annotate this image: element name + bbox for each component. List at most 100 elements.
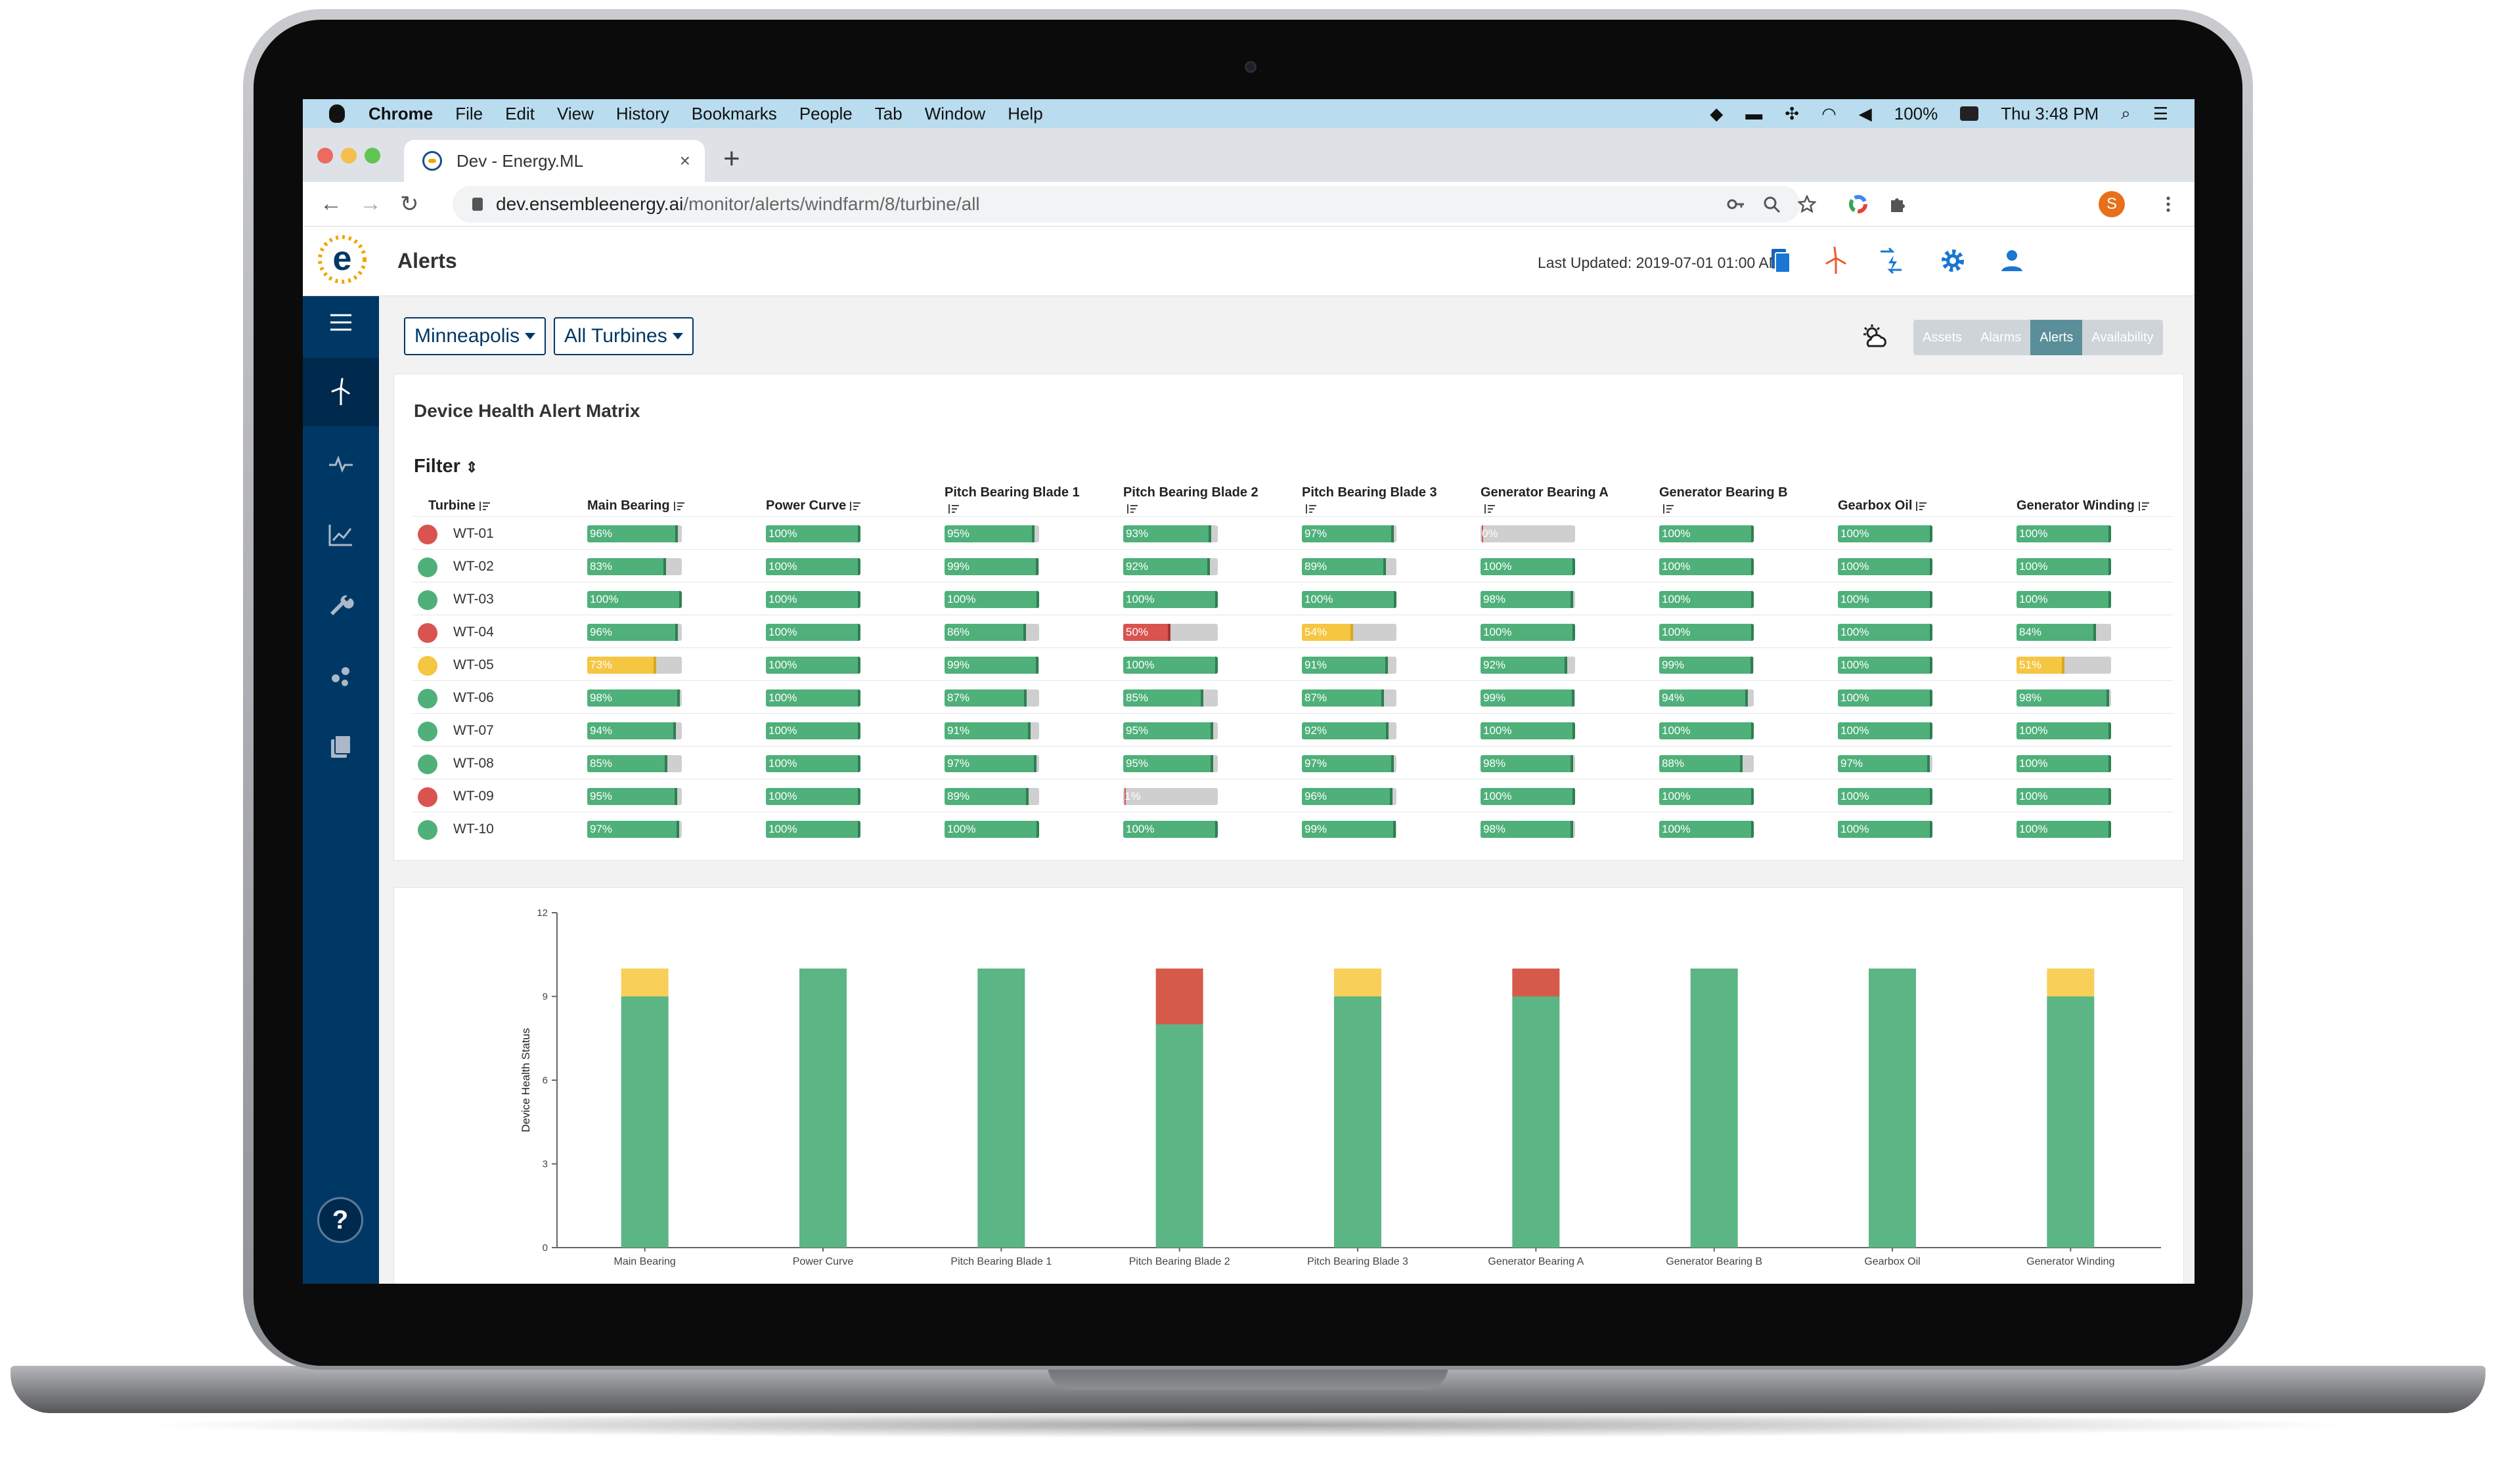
health-bar[interactable]: 98% [1481, 821, 1575, 838]
health-bar[interactable]: 100% [2017, 821, 2111, 838]
health-bar[interactable]: 100% [1838, 657, 1932, 674]
vpn-icon[interactable]: ✣ [1785, 103, 1800, 123]
new-tab-button[interactable]: + [723, 142, 740, 175]
table-row[interactable]: WT-08 85% 100% 97% 95% 97% 98% 88% 97% 100% [412, 746, 2173, 779]
health-bar[interactable]: 100% [2017, 755, 2111, 772]
health-bar[interactable]: 100% [587, 591, 682, 608]
health-bar[interactable]: 1% [1123, 788, 1218, 805]
filter-toggle[interactable]: Filter ⇕ [414, 456, 478, 477]
turbine-dropdown[interactable]: All Turbines [554, 317, 694, 355]
reload-icon[interactable]: ↻ [400, 192, 419, 217]
menu-bookmarks[interactable]: Bookmarks [691, 103, 777, 123]
menu-view[interactable]: View [556, 103, 594, 123]
health-bar[interactable]: 92% [1481, 657, 1575, 674]
health-bar[interactable]: 97% [945, 755, 1039, 772]
table-row[interactable]: WT-04 96% 100% 86% 50% 54% 100% 100% 100% 84% [412, 615, 2173, 647]
health-bar[interactable]: 100% [1838, 821, 1932, 838]
health-bar[interactable]: 100% [766, 722, 860, 739]
health-bar[interactable]: 95% [945, 525, 1039, 542]
location-dropdown[interactable]: Minneapolis [404, 317, 546, 355]
health-bar[interactable]: 100% [1123, 591, 1218, 608]
spotlight-icon[interactable]: ⌕ [2121, 103, 2131, 123]
health-bar[interactable]: 100% [1838, 624, 1932, 641]
column-header[interactable]: Pitch Bearing Blade 3 [1302, 485, 1466, 516]
column-header[interactable]: Generator Winding [2017, 498, 2181, 513]
health-bar[interactable]: 86% [945, 624, 1039, 641]
health-bar[interactable]: 94% [1659, 689, 1754, 707]
health-bar[interactable]: 98% [1481, 755, 1575, 772]
menu-edit[interactable]: Edit [505, 103, 535, 123]
back-icon[interactable]: ← [320, 191, 342, 216]
documents-icon[interactable] [1766, 246, 1795, 275]
health-bar[interactable]: 100% [1838, 788, 1932, 805]
health-bar[interactable]: 95% [1123, 722, 1218, 739]
menu-people[interactable]: People [799, 103, 853, 123]
segment-alerts[interactable]: Alerts [2030, 320, 2083, 355]
wind-turbine-icon[interactable] [1821, 246, 1850, 275]
health-bar[interactable]: 100% [2017, 525, 2111, 542]
battery-icon[interactable] [1960, 106, 1979, 121]
health-bar[interactable]: 100% [2017, 788, 2111, 805]
menu-help[interactable]: Help [1008, 103, 1043, 123]
profile-avatar[interactable]: S [2099, 191, 2125, 217]
health-bar[interactable]: 96% [1302, 788, 1396, 805]
health-bar[interactable]: 97% [1302, 525, 1396, 542]
column-header[interactable]: Pitch Bearing Blade 2 [1123, 485, 1287, 516]
health-bar[interactable]: 100% [945, 591, 1039, 608]
health-bar[interactable]: 100% [1123, 821, 1218, 838]
health-bar[interactable]: 100% [1659, 788, 1754, 805]
health-bar[interactable]: 99% [1481, 689, 1575, 707]
window-minimize-icon[interactable] [341, 148, 357, 164]
sidebar-item-analytics-chart-icon[interactable] [321, 515, 361, 555]
table-row[interactable]: WT-02 83% 100% 99% 92% 89% 100% 100% 100% 100% [412, 549, 2173, 582]
table-row[interactable]: WT-03 100% 100% 100% 100% 100% 98% 100% 100% 100% [412, 582, 2173, 615]
column-header[interactable]: Generator Bearing B [1659, 485, 1823, 516]
table-row[interactable]: WT-06 98% 100% 87% 85% 87% 99% 94% 100% 98% [412, 680, 2173, 713]
health-bar[interactable]: 88% [1659, 755, 1754, 772]
key-icon[interactable] [1727, 195, 1745, 213]
health-bar[interactable]: 94% [587, 722, 682, 739]
health-bar[interactable]: 84% [2017, 624, 2111, 641]
table-row[interactable]: WT-05 73% 100% 99% 100% 91% 92% 99% 100% 51% [412, 647, 2173, 680]
column-header[interactable]: Main Bearing [587, 498, 751, 513]
window-zoom-icon[interactable] [365, 148, 380, 164]
docker-icon[interactable]: ▬ [1745, 103, 1763, 123]
apple-icon[interactable] [329, 104, 345, 123]
sidebar-item-reports-icon[interactable] [321, 727, 361, 766]
bookmark-star-icon[interactable] [1798, 195, 1816, 213]
menu-file[interactable]: File [455, 103, 483, 123]
table-row[interactable]: WT-10 97% 100% 100% 100% 99% 98% 100% 100% 100% [412, 812, 2173, 844]
health-bar[interactable]: 100% [766, 624, 860, 641]
window-close-icon[interactable] [317, 148, 333, 164]
help-button[interactable]: ? [317, 1197, 363, 1243]
health-bar[interactable]: 100% [1838, 591, 1932, 608]
health-bar[interactable]: 100% [2017, 558, 2111, 575]
notification-center-icon[interactable]: ☰ [2152, 103, 2168, 123]
health-bar[interactable]: 100% [766, 788, 860, 805]
settings-gear-icon[interactable] [1938, 246, 1967, 275]
health-bar[interactable]: 96% [587, 624, 682, 641]
zoom-icon[interactable] [1762, 195, 1781, 213]
volume-icon[interactable]: ◀ [1858, 103, 1872, 123]
health-bar[interactable]: 96% [587, 525, 682, 542]
user-account-icon[interactable] [1997, 246, 2026, 275]
health-bar[interactable]: 92% [1123, 558, 1218, 575]
health-bar[interactable]: 100% [2017, 591, 2111, 608]
health-bar[interactable]: 100% [1659, 722, 1754, 739]
forward-icon[interactable]: → [359, 191, 382, 216]
health-bar[interactable]: 100% [766, 821, 860, 838]
health-bar[interactable]: 0% [1481, 525, 1575, 542]
health-bar[interactable]: 99% [945, 657, 1039, 674]
health-bar[interactable]: 98% [587, 689, 682, 707]
health-bar[interactable]: 100% [1659, 821, 1754, 838]
health-bar[interactable]: 100% [2017, 722, 2111, 739]
health-bar[interactable]: 83% [587, 558, 682, 575]
clock[interactable]: Thu 3:48 PM [2001, 103, 2099, 123]
table-row[interactable]: WT-01 96% 100% 95% 93% 97% 0% 100% 100% 100% [412, 516, 2173, 549]
dropbox-icon[interactable]: ◆ [1710, 103, 1724, 123]
wifi-icon[interactable]: ◠ [1821, 103, 1837, 123]
health-bar[interactable]: 100% [1659, 558, 1754, 575]
health-bar[interactable]: 100% [1481, 788, 1575, 805]
health-bar[interactable]: 50% [1123, 624, 1218, 641]
weather-icon[interactable] [1861, 322, 1890, 351]
